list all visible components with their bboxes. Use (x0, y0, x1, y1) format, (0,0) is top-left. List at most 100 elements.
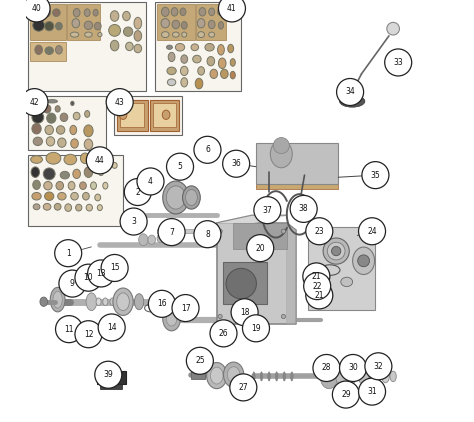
Ellipse shape (84, 9, 90, 16)
Text: 23: 23 (314, 227, 324, 236)
Ellipse shape (270, 140, 292, 168)
Circle shape (172, 295, 199, 322)
Ellipse shape (199, 8, 206, 16)
Text: 32: 32 (374, 362, 383, 371)
Bar (157, 4, 195, 40)
Ellipse shape (97, 205, 102, 211)
Ellipse shape (166, 186, 185, 209)
Ellipse shape (80, 182, 86, 189)
Ellipse shape (230, 59, 235, 66)
Bar (308, 227, 375, 310)
Ellipse shape (148, 235, 155, 244)
Ellipse shape (371, 369, 380, 384)
Text: 24: 24 (367, 227, 377, 236)
Ellipse shape (31, 167, 39, 177)
Ellipse shape (71, 192, 78, 200)
Text: 22: 22 (312, 281, 322, 291)
Text: 7: 7 (169, 227, 174, 237)
Bar (119, 103, 144, 127)
Text: 21: 21 (311, 272, 321, 281)
Ellipse shape (281, 314, 285, 319)
Ellipse shape (45, 192, 54, 200)
Ellipse shape (71, 139, 78, 148)
Ellipse shape (71, 101, 74, 106)
Bar (28, 155, 123, 226)
Ellipse shape (139, 234, 148, 246)
Ellipse shape (93, 9, 98, 16)
Circle shape (339, 354, 366, 381)
Text: 19: 19 (251, 324, 261, 333)
Ellipse shape (68, 181, 75, 190)
Ellipse shape (53, 291, 62, 308)
Circle shape (230, 374, 257, 401)
Ellipse shape (209, 32, 215, 37)
Ellipse shape (43, 168, 55, 180)
Ellipse shape (198, 67, 204, 75)
Text: 14: 14 (107, 323, 117, 332)
Text: 17: 17 (181, 303, 191, 313)
Text: 18: 18 (240, 308, 249, 317)
Ellipse shape (253, 372, 255, 381)
Ellipse shape (172, 20, 180, 29)
Circle shape (231, 299, 258, 326)
Ellipse shape (119, 110, 127, 119)
Ellipse shape (110, 41, 119, 51)
Ellipse shape (109, 24, 120, 36)
Text: 11: 11 (64, 325, 74, 334)
Ellipse shape (218, 229, 222, 233)
Circle shape (59, 270, 86, 297)
Ellipse shape (103, 182, 108, 189)
Ellipse shape (81, 153, 90, 163)
Bar (256, 143, 338, 184)
Ellipse shape (168, 52, 175, 62)
Circle shape (95, 361, 122, 388)
Ellipse shape (341, 277, 353, 287)
Circle shape (246, 235, 273, 262)
Circle shape (75, 264, 102, 291)
Ellipse shape (181, 22, 187, 29)
Ellipse shape (339, 95, 365, 107)
Ellipse shape (260, 372, 263, 381)
Ellipse shape (218, 44, 224, 55)
Ellipse shape (162, 110, 170, 119)
Ellipse shape (173, 32, 179, 37)
Ellipse shape (85, 32, 92, 37)
Ellipse shape (191, 44, 199, 51)
Ellipse shape (64, 154, 77, 165)
Circle shape (194, 136, 221, 163)
Text: 3: 3 (131, 217, 136, 226)
Text: 29: 29 (341, 390, 351, 399)
Circle shape (365, 353, 392, 380)
Bar (67, 4, 100, 40)
Circle shape (358, 378, 385, 405)
Ellipse shape (166, 45, 173, 49)
Ellipse shape (342, 84, 362, 99)
Text: 9: 9 (70, 279, 75, 288)
Ellipse shape (336, 368, 347, 385)
Ellipse shape (58, 138, 66, 147)
Ellipse shape (110, 298, 115, 306)
Ellipse shape (382, 370, 389, 383)
Ellipse shape (126, 42, 133, 51)
Ellipse shape (55, 22, 62, 30)
Ellipse shape (72, 19, 80, 28)
Ellipse shape (387, 22, 400, 35)
Ellipse shape (33, 137, 43, 146)
Ellipse shape (70, 125, 77, 135)
Ellipse shape (182, 186, 201, 209)
Circle shape (137, 168, 164, 195)
Bar (150, 100, 179, 131)
Ellipse shape (40, 297, 47, 306)
Ellipse shape (103, 298, 108, 306)
Ellipse shape (55, 106, 60, 112)
Text: 34: 34 (345, 87, 355, 97)
Text: 20: 20 (255, 243, 265, 253)
Text: 2: 2 (136, 187, 140, 197)
Circle shape (194, 221, 221, 248)
Ellipse shape (86, 204, 92, 211)
Ellipse shape (70, 32, 79, 37)
Circle shape (23, 0, 50, 22)
Ellipse shape (208, 20, 215, 29)
Text: 43: 43 (115, 97, 125, 107)
Ellipse shape (181, 66, 188, 76)
